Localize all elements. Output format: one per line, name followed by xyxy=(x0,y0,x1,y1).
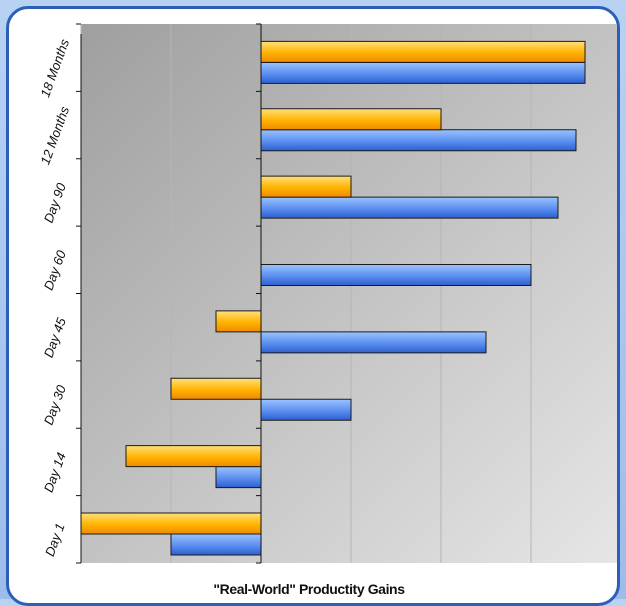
bar-series-2-12-months xyxy=(260,108,442,131)
category-label: 18 Months xyxy=(37,37,72,100)
category-label: Day 14 xyxy=(41,450,69,494)
bar-series-1-day-30 xyxy=(260,398,352,421)
bar-series-2-day-14 xyxy=(125,445,262,468)
category-label: 12 Months xyxy=(37,104,72,167)
category-label: Day 1 xyxy=(42,521,68,558)
category-labels: Day 1 Day 14 Day 30 Day 45 Day 60 Day 90 12 Mo… xyxy=(37,37,72,559)
bars xyxy=(80,40,586,556)
category-label: Day 45 xyxy=(41,315,69,360)
bar-series-1-day-90 xyxy=(260,196,559,219)
bar-series-2-day-30 xyxy=(170,377,262,400)
category-label: Day 30 xyxy=(41,382,69,427)
chart-frame: Day 1 Day 14 Day 30 Day 45 Day 60 Day 90 12 Mo… xyxy=(6,6,620,606)
bar-series-1-day-60 xyxy=(260,264,532,286)
category-label: Day 60 xyxy=(41,248,69,293)
bar-series-2-day-1 xyxy=(80,512,262,535)
category-label: Day 90 xyxy=(41,180,69,225)
bar-series-1-day-45 xyxy=(260,331,487,354)
category-axis xyxy=(76,23,262,564)
chart: Day 1 Day 14 Day 30 Day 45 Day 60 Day 90 12 Mo… xyxy=(37,23,617,597)
bar-series-1-12-months xyxy=(260,129,577,152)
bar-series-1-18-months xyxy=(260,61,586,84)
bar-series-1-day-1 xyxy=(170,533,262,556)
bar-series-1-day-14 xyxy=(215,466,262,489)
chart-title: "Real-World" Productity Gains xyxy=(213,581,405,597)
bar-series-2-day-90 xyxy=(260,175,352,198)
bar-series-2-day-45 xyxy=(215,310,262,333)
bar-series-2-18-months xyxy=(260,40,586,63)
